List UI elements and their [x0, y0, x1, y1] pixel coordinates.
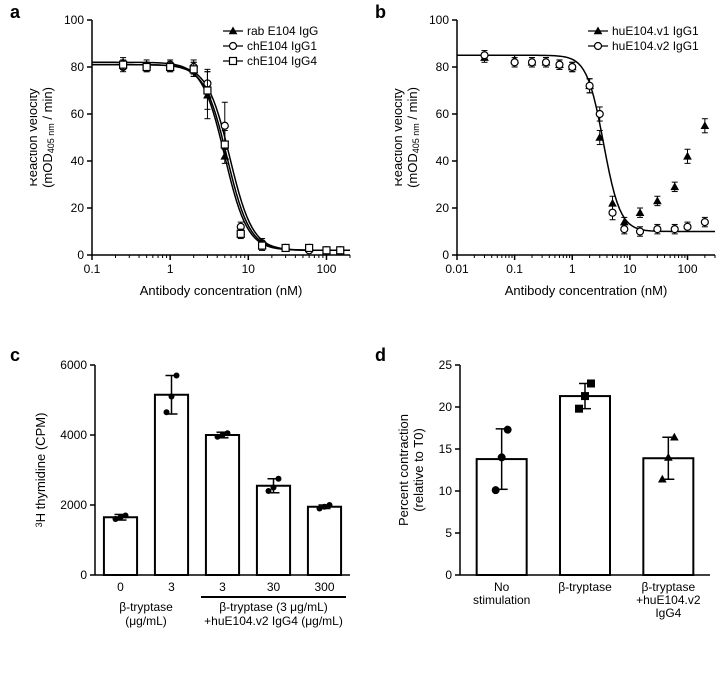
svg-text:6000: 6000: [60, 358, 87, 372]
svg-text:100: 100: [429, 13, 449, 27]
chart-c: 0 2000 4000 6000 3H thymidine (CPM) 0 3 3 30 300 β…: [30, 355, 360, 675]
svg-text:1: 1: [569, 262, 576, 276]
panel-c: 0 2000 4000 6000 3H thymidine (CPM) 0 3 3 30 300 β…: [30, 355, 360, 675]
chart-b: 0 20 40 60 80 100 0.01 0.1 1 10 100 Antibody concen…: [395, 10, 725, 310]
svg-text:1: 1: [167, 262, 174, 276]
panel-d-label: d: [375, 345, 386, 366]
panel-a: 0 20 40 60 80 100 0.1 1 10 100 Antibody concentrat…: [30, 10, 360, 310]
svg-text:chE104 IgG4: chE104 IgG4: [247, 54, 317, 68]
svg-text:β-tryptase: β-tryptase: [558, 580, 612, 594]
svg-text:5: 5: [445, 526, 452, 540]
svg-text:β-tryptase+huE104.v2IgG4: β-tryptase+huE104.v2IgG4: [636, 580, 701, 620]
svg-text:100: 100: [677, 262, 697, 276]
svg-text:20: 20: [71, 201, 85, 215]
chart-d: 0 5 10 15 20 25 Percent contraction(relative t…: [395, 355, 725, 675]
svg-text:10: 10: [439, 484, 453, 498]
svg-text:40: 40: [436, 154, 450, 168]
svg-text:β-tryptase (3 μg/mL)+huE104.v2: β-tryptase (3 μg/mL)+huE104.v2 IgG4 (μg/…: [204, 600, 343, 628]
svg-text:80: 80: [436, 60, 450, 74]
svg-text:Reaction velocity(mOD405 nm /: Reaction velocity(mOD405 nm / min): [395, 87, 421, 188]
svg-text:3: 3: [168, 580, 175, 594]
svg-text:100: 100: [64, 13, 84, 27]
svg-text:0: 0: [442, 248, 449, 262]
svg-text:25: 25: [439, 358, 453, 372]
svg-text:40: 40: [71, 154, 85, 168]
panel-d: 0 5 10 15 20 25 Percent contraction(relative t…: [395, 355, 725, 675]
svg-text:Reaction velocity(mOD405 nm /: Reaction velocity(mOD405 nm / min): [30, 87, 56, 188]
svg-text:0.1: 0.1: [84, 262, 101, 276]
svg-text:0.1: 0.1: [506, 262, 523, 276]
panel-c-label: c: [10, 345, 20, 366]
svg-text:10: 10: [242, 262, 256, 276]
svg-text:huE104.v1 IgG1: huE104.v1 IgG1: [612, 24, 699, 38]
svg-text:15: 15: [439, 442, 453, 456]
svg-text:60: 60: [436, 107, 450, 121]
svg-text:0: 0: [117, 580, 124, 594]
svg-text:Antibody concentration (nM): Antibody concentration (nM): [140, 283, 303, 298]
svg-text:300: 300: [314, 580, 334, 594]
svg-text:chE104 IgG1: chE104 IgG1: [247, 39, 317, 53]
panel-b: 0 20 40 60 80 100 0.01 0.1 1 10 100 Antibody concen…: [395, 10, 725, 310]
svg-text:0.01: 0.01: [445, 262, 469, 276]
svg-text:3H thymidine (CPM): 3H thymidine (CPM): [33, 413, 48, 528]
chart-a: 0 20 40 60 80 100 0.1 1 10 100 Antibody concentrat…: [30, 10, 360, 310]
svg-text:4000: 4000: [60, 428, 87, 442]
svg-text:huE104.v2 IgG1: huE104.v2 IgG1: [612, 39, 699, 53]
svg-text:Nostimulation: Nostimulation: [473, 580, 530, 607]
svg-text:Percent contraction(relative t: Percent contraction(relative to T0): [396, 414, 426, 526]
svg-text:β-tryptase(μg/mL): β-tryptase(μg/mL): [119, 600, 173, 628]
svg-text:rab E104 IgG: rab E104 IgG: [247, 24, 318, 38]
svg-text:2000: 2000: [60, 498, 87, 512]
svg-text:100: 100: [316, 262, 336, 276]
panel-b-label: b: [375, 2, 386, 23]
svg-text:3: 3: [219, 580, 226, 594]
svg-text:60: 60: [71, 107, 85, 121]
svg-text:80: 80: [71, 60, 85, 74]
svg-text:Antibody concentration (nM): Antibody concentration (nM): [505, 283, 668, 298]
panel-a-label: a: [10, 2, 20, 23]
figure: a 0204060801000.1110100Antibody concentr…: [0, 0, 725, 679]
svg-text:30: 30: [267, 580, 281, 594]
svg-text:0: 0: [80, 568, 87, 582]
svg-text:10: 10: [623, 262, 637, 276]
svg-text:0: 0: [77, 248, 84, 262]
svg-text:20: 20: [439, 400, 453, 414]
svg-text:20: 20: [436, 201, 450, 215]
svg-text:0: 0: [445, 568, 452, 582]
